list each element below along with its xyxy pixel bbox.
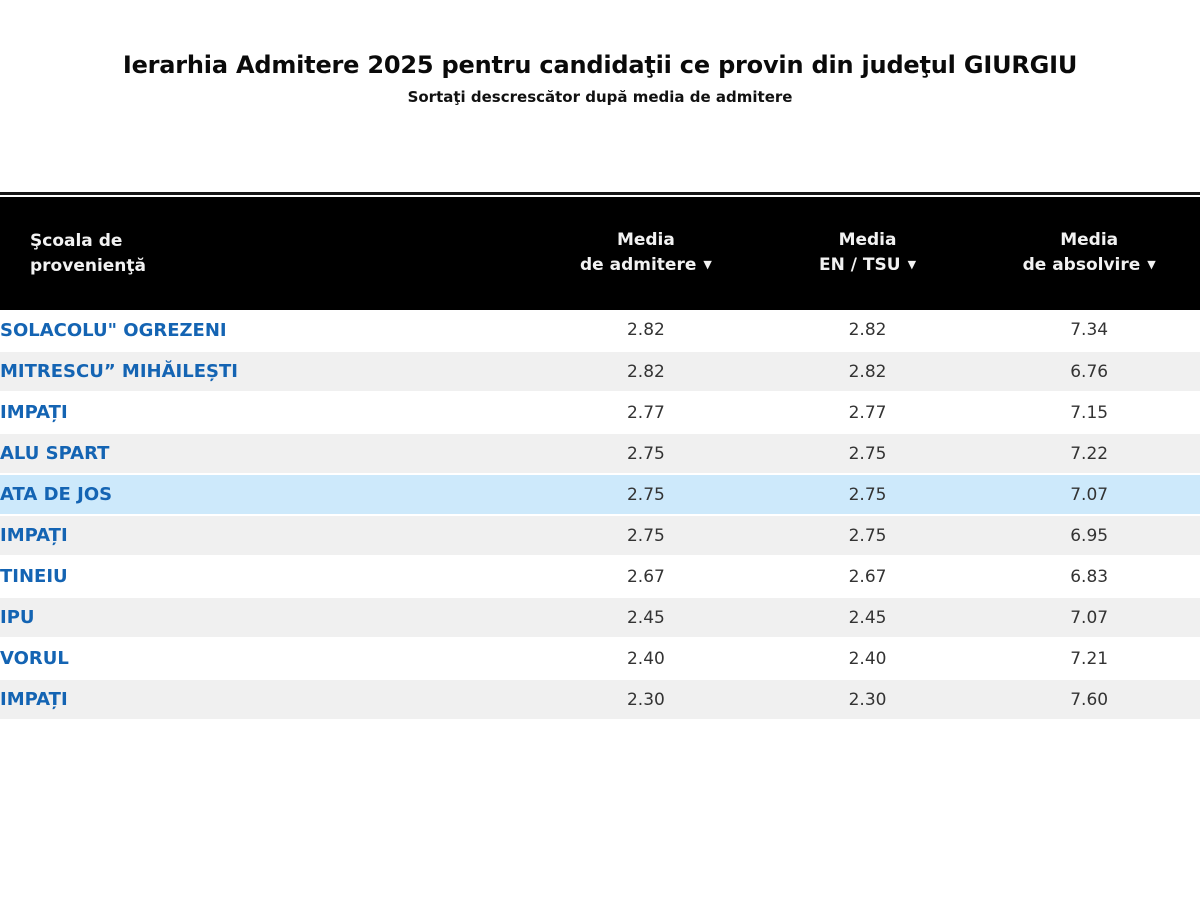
- media-absolvire-cell: 7.22: [978, 433, 1200, 475]
- media-en-tsu-cell: 2.77: [756, 392, 979, 434]
- media-absolvire-cell: 7.15: [978, 392, 1200, 434]
- column-header-media-admitere-line2: de admitere: [579, 255, 697, 275]
- media-admitere-cell: 2.77: [535, 392, 757, 434]
- admissions-table: Şcoala de provenienţă Media de admitere ▼…: [0, 197, 1200, 721]
- table-top-rule: [0, 192, 1200, 195]
- media-absolvire-cell: 6.83: [978, 556, 1200, 598]
- media-en-tsu-cell: 2.67: [756, 556, 979, 598]
- school-link[interactable]: VORUL: [0, 648, 69, 669]
- school-link[interactable]: ALU SPART: [0, 443, 110, 464]
- sort-desc-icon: ▼: [1147, 258, 1156, 271]
- school-cell: VORUL: [0, 638, 536, 680]
- column-header-media-absolvire-line1: Media: [1060, 230, 1119, 250]
- table-row: IMPAȚI 2.30 2.30 7.60: [0, 679, 1200, 721]
- school-link[interactable]: TINEIU: [0, 566, 68, 587]
- school-link[interactable]: IPU: [0, 607, 35, 628]
- column-header-school-line1: Şcoala de: [30, 230, 123, 251]
- school-cell: IMPAȚI: [0, 515, 536, 557]
- school-cell: IMPAȚI: [0, 392, 536, 434]
- school-link[interactable]: IMPAȚI: [0, 402, 68, 423]
- school-cell: ATA DE JOS: [0, 474, 536, 516]
- media-admitere-cell: 2.75: [535, 515, 757, 557]
- media-absolvire-cell: 6.76: [978, 351, 1200, 393]
- media-absolvire-cell: 6.95: [978, 515, 1200, 557]
- school-cell: ALU SPART: [0, 433, 536, 475]
- page-subtitle: Sortaţi descrescător după media de admit…: [407, 88, 793, 106]
- sort-desc-icon: ▼: [703, 258, 712, 271]
- column-header-media-admitere-line1: Media: [616, 230, 675, 250]
- media-admitere-cell: 2.40: [535, 638, 757, 680]
- media-admitere-cell: 2.82: [535, 351, 757, 393]
- media-en-tsu-cell: 2.75: [756, 474, 979, 516]
- media-admitere-cell: 2.67: [535, 556, 757, 598]
- school-cell: IPU: [0, 597, 536, 639]
- media-absolvire-cell: 7.60: [978, 679, 1200, 721]
- school-link[interactable]: IMPAȚI: [0, 525, 68, 546]
- media-en-tsu-cell: 2.45: [756, 597, 979, 639]
- media-admitere-cell: 2.75: [535, 474, 757, 516]
- page-header: Ierarhia Admitere 2025 pentru candidaţii…: [0, 0, 1200, 107]
- school-link[interactable]: ATA DE JOS: [0, 484, 113, 505]
- column-header-media-admitere[interactable]: Media de admitere ▼: [535, 197, 757, 310]
- table-row: ATA DE JOS 2.75 2.75 7.07: [0, 474, 1200, 516]
- column-header-school: Şcoala de provenienţă: [0, 197, 536, 310]
- table-top-rule-gap: [0, 195, 1200, 197]
- media-admitere-cell: 2.82: [535, 310, 757, 352]
- column-header-school-line2: provenienţă: [30, 255, 147, 276]
- column-header-media-absolvire[interactable]: Media de absolvire ▼: [978, 197, 1200, 310]
- media-en-tsu-cell: 2.40: [756, 638, 979, 680]
- table-row: TINEIU 2.67 2.67 6.83: [0, 556, 1200, 598]
- table-row: MITRESCU” MIHĂILEȘTI 2.82 2.82 6.76: [0, 351, 1200, 393]
- media-en-tsu-cell: 2.75: [756, 515, 979, 557]
- page-title: Ierarhia Admitere 2025 pentru candidaţii…: [122, 51, 1078, 79]
- media-absolvire-cell: 7.07: [978, 597, 1200, 639]
- media-admitere-cell: 2.75: [535, 433, 757, 475]
- table-row: IMPAȚI 2.75 2.75 6.95: [0, 515, 1200, 557]
- media-en-tsu-cell: 2.75: [756, 433, 979, 475]
- table-row: SOLACOLU" OGREZENI 2.82 2.82 7.34: [0, 310, 1200, 352]
- column-header-media-en-tsu[interactable]: Media EN / TSU ▼: [756, 197, 979, 310]
- school-link[interactable]: MITRESCU” MIHĂILEȘTI: [0, 361, 238, 382]
- table-row: ALU SPART 2.75 2.75 7.22: [0, 433, 1200, 475]
- table-header: Şcoala de provenienţă Media de admitere ▼…: [0, 197, 1200, 310]
- media-admitere-cell: 2.45: [535, 597, 757, 639]
- table-area: Şcoala de provenienţă Media de admitere ▼…: [0, 192, 1200, 721]
- school-cell: MITRESCU” MIHĂILEȘTI: [0, 351, 536, 393]
- column-header-media-en-tsu-line1: Media: [838, 230, 897, 250]
- column-header-media-absolvire-line2: de absolvire: [1022, 255, 1141, 275]
- school-link[interactable]: SOLACOLU" OGREZENI: [0, 319, 227, 341]
- column-header-media-en-tsu-line2: EN / TSU: [819, 255, 901, 275]
- media-en-tsu-cell: 2.82: [756, 310, 979, 352]
- table-row: IPU 2.45 2.45 7.07: [0, 597, 1200, 639]
- school-cell: TINEIU: [0, 556, 536, 598]
- media-absolvire-cell: 7.34: [978, 310, 1200, 352]
- sort-desc-icon: ▼: [907, 258, 917, 271]
- media-en-tsu-cell: 2.82: [756, 351, 979, 393]
- media-admitere-cell: 2.30: [535, 679, 757, 721]
- school-cell: IMPAȚI: [0, 679, 536, 721]
- table-body: SOLACOLU" OGREZENI 2.82 2.82 7.34 MITRES…: [0, 310, 1200, 721]
- media-absolvire-cell: 7.07: [978, 474, 1200, 516]
- table-row: IMPAȚI 2.77 2.77 7.15: [0, 392, 1200, 434]
- table-row: VORUL 2.40 2.40 7.21: [0, 638, 1200, 680]
- media-en-tsu-cell: 2.30: [756, 679, 979, 721]
- media-absolvire-cell: 7.21: [978, 638, 1200, 680]
- school-link[interactable]: IMPAȚI: [0, 689, 68, 710]
- school-cell: SOLACOLU" OGREZENI: [0, 310, 536, 352]
